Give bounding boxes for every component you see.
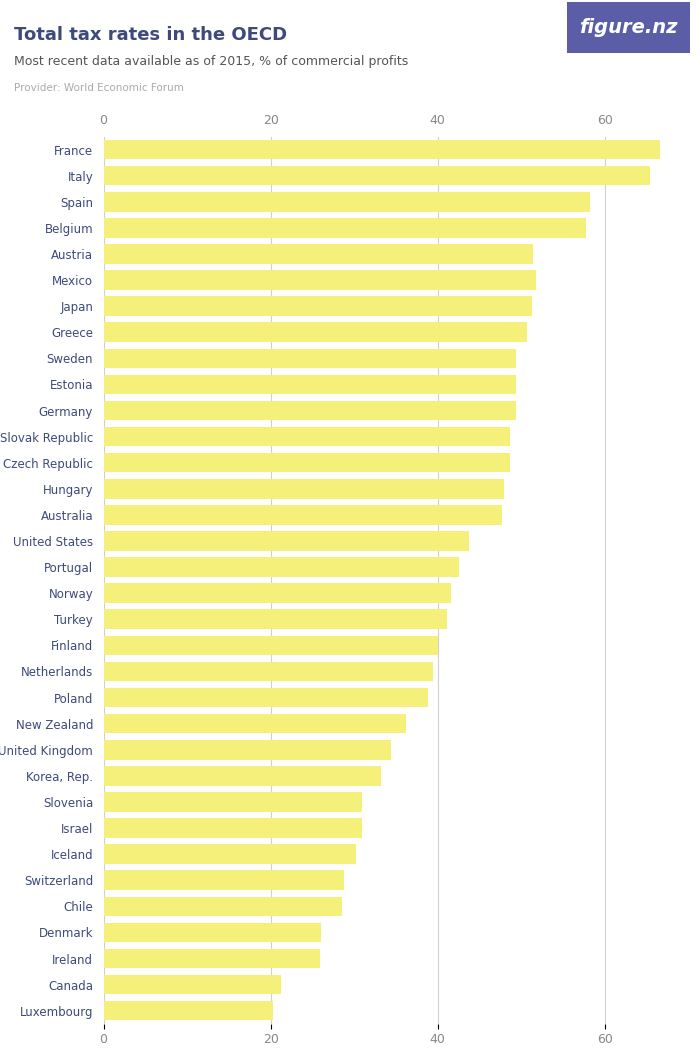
- Bar: [104, 923, 321, 942]
- Bar: [104, 844, 356, 864]
- Bar: [104, 479, 505, 499]
- Bar: [104, 505, 502, 525]
- Bar: [104, 1001, 273, 1021]
- Bar: [104, 766, 381, 785]
- Text: Most recent data available as of 2015, % of commercial profits: Most recent data available as of 2015, %…: [14, 55, 408, 67]
- Bar: [104, 792, 363, 812]
- Bar: [104, 635, 438, 655]
- Bar: [104, 270, 536, 290]
- Bar: [104, 192, 589, 211]
- Bar: [104, 897, 342, 916]
- Bar: [104, 818, 363, 838]
- Text: figure.nz: figure.nz: [579, 18, 678, 37]
- Bar: [104, 426, 510, 446]
- Bar: [104, 401, 516, 420]
- Bar: [104, 740, 391, 759]
- Bar: [104, 949, 320, 968]
- Bar: [104, 349, 516, 369]
- Bar: [104, 609, 447, 629]
- Bar: [104, 974, 281, 994]
- Bar: [104, 870, 344, 890]
- Text: Provider: World Economic Forum: Provider: World Economic Forum: [14, 83, 184, 93]
- Bar: [104, 218, 586, 237]
- Bar: [104, 322, 527, 342]
- Bar: [104, 688, 428, 708]
- Bar: [104, 558, 459, 576]
- Bar: [104, 662, 433, 681]
- Bar: [104, 375, 516, 394]
- Bar: [104, 245, 533, 264]
- Bar: [104, 714, 406, 734]
- Bar: [104, 166, 650, 186]
- Bar: [104, 140, 659, 160]
- Bar: [104, 296, 532, 316]
- Bar: [104, 531, 469, 551]
- Text: Total tax rates in the OECD: Total tax rates in the OECD: [14, 26, 287, 44]
- Bar: [104, 584, 451, 603]
- Bar: [104, 453, 510, 472]
